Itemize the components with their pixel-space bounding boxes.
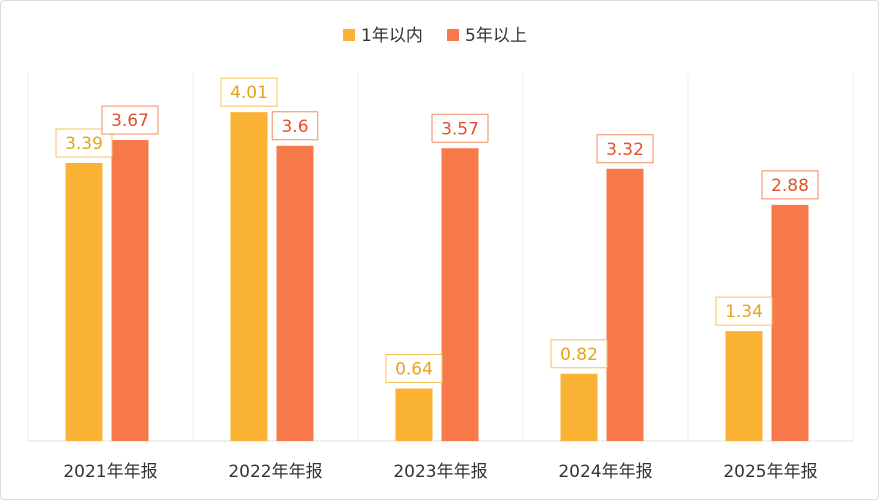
legend-item: 1年以内 (343, 26, 423, 46)
x-tick-label: 2024年年报 (558, 462, 652, 482)
bar-over-5y (276, 145, 314, 442)
bar-over-5y (771, 204, 809, 441)
bar-within-1y (560, 373, 598, 441)
data-label-box: 3.67 (101, 105, 159, 135)
data-label-frame (596, 134, 654, 164)
bar-within-1y (65, 163, 103, 441)
data-label: 2.88 (771, 176, 809, 196)
data-label: 3.57 (441, 119, 479, 139)
data-label: 3.67 (111, 111, 149, 131)
data-label-frame (101, 105, 159, 135)
data-label-frame (550, 339, 608, 369)
bars (65, 112, 809, 442)
category-separators (27, 73, 854, 442)
data-label-frame (431, 113, 489, 143)
bar-within-1y (725, 331, 763, 441)
data-label-frame (761, 170, 819, 200)
data-label: 3.32 (606, 140, 644, 160)
legend-label: 1年以内 (361, 26, 423, 46)
legend-item: 5年以上 (447, 26, 527, 46)
data-label-box: 0.64 (385, 354, 443, 384)
data-label-box: 3.39 (55, 128, 113, 158)
data-label-box: 0.82 (550, 339, 608, 369)
data-labels: 3.39 3.67 4.01 3.6 0.64 3.57 0.82 3.32 1.34 2.88 (55, 77, 819, 384)
data-label: 3.6 (281, 117, 308, 137)
data-label-box: 3.32 (596, 134, 654, 164)
data-label-frame (271, 111, 319, 141)
bar-within-1y (395, 388, 433, 441)
x-tick-label: 2022年年报 (228, 462, 322, 482)
legend-swatch (343, 29, 355, 41)
legend-swatch (447, 29, 459, 41)
data-label: 4.01 (230, 83, 268, 103)
bar-over-5y (606, 168, 644, 441)
data-label: 0.82 (560, 345, 598, 365)
legend-label: 5年以上 (465, 26, 527, 46)
legend: 1年以内 5年以上 (343, 26, 527, 46)
bar-within-1y (230, 112, 268, 442)
data-label-box: 3.6 (271, 111, 319, 141)
x-tick-label: 2021年年报 (63, 462, 157, 482)
x-tick-label: 2023年年报 (393, 462, 487, 482)
data-label: 3.39 (65, 134, 103, 154)
bar-over-5y (441, 148, 479, 441)
data-label-box: 2.88 (761, 170, 819, 200)
x-tick-labels: 2021年年报 2022年年报 2023年年报 2024年年报 2025年年报 (63, 462, 817, 482)
data-label-frame (715, 296, 773, 326)
data-label-box: 4.01 (220, 77, 278, 107)
data-label-box: 3.57 (431, 113, 489, 143)
data-label-frame (220, 77, 278, 107)
data-label-frame (385, 354, 443, 384)
bar-over-5y (111, 140, 149, 441)
x-tick-label: 2025年年报 (723, 462, 817, 482)
data-label-box: 1.34 (715, 296, 773, 326)
data-label: 0.64 (395, 360, 433, 380)
data-label: 1.34 (725, 302, 763, 322)
